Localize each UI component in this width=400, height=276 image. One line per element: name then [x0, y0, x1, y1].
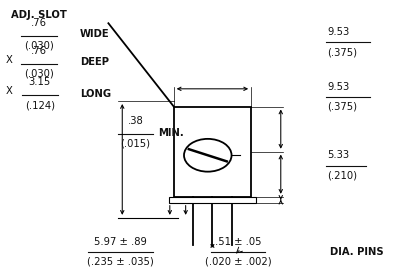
Text: MIN.: MIN.: [158, 128, 184, 137]
Text: (.375): (.375): [327, 47, 357, 57]
Bar: [174, 107, 251, 197]
Text: (.235 ± .035): (.235 ± .035): [87, 257, 154, 267]
Text: .76: .76: [31, 46, 47, 56]
Text: (.124): (.124): [25, 100, 55, 110]
Text: (.020 ± .002): (.020 ± .002): [205, 257, 272, 267]
Text: DEEP: DEEP: [80, 57, 109, 67]
Text: (.210): (.210): [327, 171, 357, 181]
Text: .76: .76: [31, 18, 47, 28]
Text: (.030): (.030): [24, 69, 54, 79]
Text: LONG: LONG: [80, 89, 111, 99]
Text: ADJ. SLOT: ADJ. SLOT: [11, 10, 67, 20]
Text: 5.33: 5.33: [327, 150, 349, 160]
Text: (.375): (.375): [327, 102, 357, 112]
Text: 5.97 ± .89: 5.97 ± .89: [94, 237, 147, 247]
Text: (.030): (.030): [24, 41, 54, 51]
Text: .51 ± .05: .51 ± .05: [215, 237, 262, 247]
Text: DIA. PINS: DIA. PINS: [330, 247, 384, 257]
Text: (.015): (.015): [120, 139, 150, 148]
Text: X: X: [6, 86, 13, 96]
Text: .38: .38: [128, 116, 143, 126]
Text: 9.53: 9.53: [327, 27, 349, 37]
Bar: [169, 197, 256, 203]
Text: X: X: [6, 55, 13, 65]
Text: 3.15: 3.15: [29, 78, 51, 87]
Circle shape: [184, 139, 232, 172]
Text: WIDE: WIDE: [80, 29, 110, 39]
Text: 9.53: 9.53: [327, 81, 349, 92]
